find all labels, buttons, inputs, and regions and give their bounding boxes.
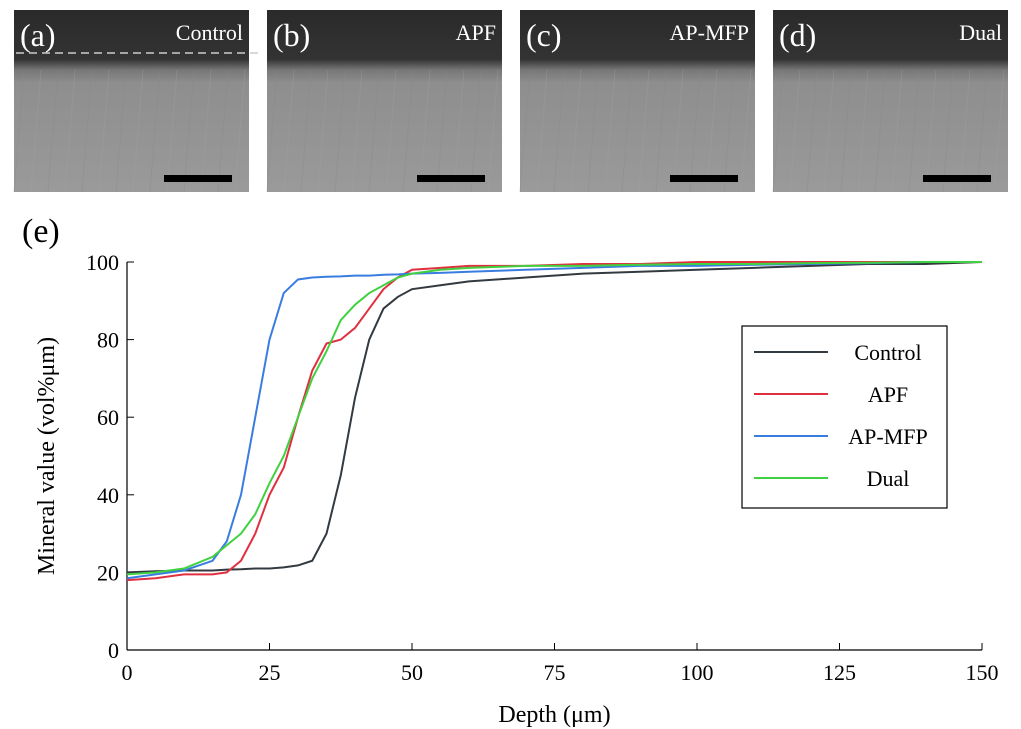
texture (655, 69, 667, 193)
scale-bar (670, 175, 738, 182)
texture (351, 69, 363, 193)
texture (874, 69, 886, 193)
micrograph (520, 10, 755, 192)
data-line (126, 261, 982, 582)
texture (570, 69, 582, 193)
texture (453, 69, 465, 193)
data-line (126, 261, 982, 580)
scale-bar (923, 175, 991, 182)
x-tick-label: 75 (544, 660, 566, 685)
y-tick-label: 40 (97, 483, 119, 508)
panel-letter: (d) (779, 17, 816, 53)
scale-bar (417, 175, 485, 182)
x-tick-label: 150 (966, 660, 999, 685)
texture (98, 69, 110, 193)
texture (283, 69, 295, 193)
texture (976, 69, 988, 193)
texture (385, 69, 397, 193)
texture (166, 69, 178, 193)
legend-label: APF (868, 382, 908, 407)
texture (487, 69, 499, 193)
texture (317, 69, 329, 193)
texture (621, 69, 633, 193)
legend-label: Control (854, 340, 921, 365)
texture (942, 69, 954, 193)
texture (604, 69, 616, 193)
micrograph (773, 10, 1008, 192)
texture (959, 69, 971, 193)
texture (183, 69, 195, 193)
texture (334, 69, 346, 193)
legend-label: AP-MFP (848, 424, 927, 449)
texture (470, 69, 482, 193)
panel-letter: (c) (526, 17, 562, 53)
y-tick-label: 0 (108, 638, 119, 663)
scale-bar (164, 175, 232, 182)
texture (857, 69, 869, 193)
x-tick-label: 50 (401, 660, 423, 685)
panel-letter: (b) (273, 17, 310, 53)
texture (132, 69, 144, 193)
texture (806, 69, 818, 193)
y-tick-label: 20 (97, 560, 119, 585)
legend-label: Dual (867, 466, 910, 491)
texture (13, 69, 25, 193)
texture (402, 69, 414, 193)
texture (638, 69, 650, 193)
texture (200, 69, 212, 193)
texture (891, 69, 903, 193)
texture (908, 69, 920, 193)
y-tick-label: 80 (97, 328, 119, 353)
texture (47, 69, 59, 193)
texture (519, 69, 531, 193)
texture (30, 69, 42, 193)
texture (789, 69, 801, 193)
y-tick-label: 60 (97, 405, 119, 430)
texture (587, 69, 599, 193)
texture (536, 69, 548, 193)
data-line (126, 261, 983, 574)
micrograph (267, 10, 502, 192)
panel-label: APF (456, 20, 496, 45)
texture (840, 69, 852, 193)
texture (115, 69, 127, 193)
data-line (126, 261, 982, 576)
panel-label: Control (176, 20, 243, 45)
texture (925, 69, 937, 193)
texture (740, 69, 752, 193)
x-tick-label: 25 (259, 660, 281, 685)
texture (553, 69, 565, 193)
texture (772, 69, 784, 193)
texture (993, 69, 1005, 193)
texture (689, 69, 701, 193)
panel-label: AP-MFP (670, 20, 749, 45)
panel-letter: (e) (22, 213, 60, 250)
texture (823, 69, 835, 193)
texture (234, 69, 246, 193)
texture (266, 69, 278, 193)
texture (217, 69, 229, 193)
texture (672, 69, 684, 193)
texture (149, 69, 161, 193)
texture (300, 69, 312, 193)
texture (436, 69, 448, 193)
y-tick-label: 100 (86, 250, 119, 275)
texture (368, 69, 380, 193)
texture (723, 69, 735, 193)
texture (706, 69, 718, 193)
micrograph (14, 10, 249, 192)
x-tick-label: 125 (823, 660, 856, 685)
x-axis-label: Depth (μm) (498, 702, 610, 728)
y-axis-label: Mineral value (vol%μm) (34, 337, 60, 575)
texture (81, 69, 93, 193)
panel-letter: (a) (20, 17, 56, 53)
x-tick-label: 100 (681, 660, 714, 685)
texture (419, 69, 431, 193)
x-tick-label: 0 (122, 660, 133, 685)
texture (64, 69, 76, 193)
panel-label: Dual (959, 20, 1002, 45)
